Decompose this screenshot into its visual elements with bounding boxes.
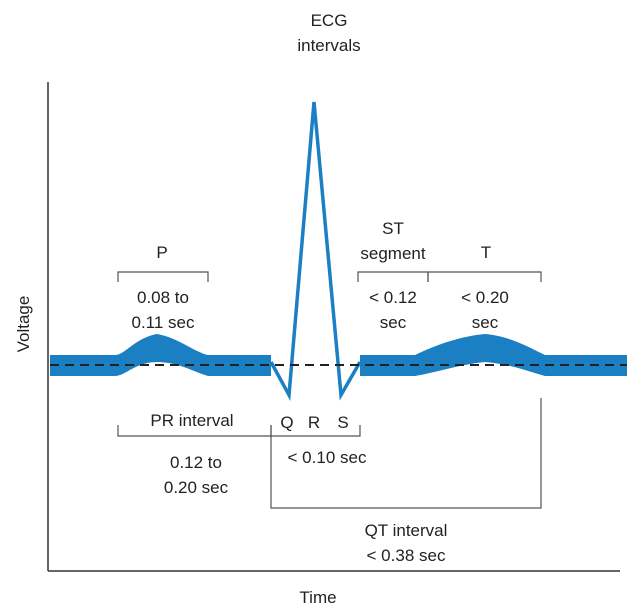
p-wave-label: P (156, 243, 167, 262)
qrs-complex (269, 101, 362, 401)
q-wave-label: Q (280, 413, 293, 432)
title-line-1: ECG (311, 11, 348, 30)
ecg-trace-band-right (360, 334, 627, 376)
t-wave-bracket (427, 271, 542, 282)
t-wave-duration-line-1: < 0.20 (461, 288, 509, 307)
qt-interval-duration: < 0.38 sec (367, 546, 446, 565)
st-segment-bracket (357, 271, 429, 282)
st-segment-duration-line-2: sec (380, 313, 407, 332)
y-axis-label: Voltage (14, 296, 33, 353)
t-wave-label: T (481, 243, 491, 262)
p-wave-duration-line-2: 0.11 sec (131, 313, 195, 332)
st-segment-label-line-1: ST (382, 219, 404, 238)
st-segment-label-line-2: segment (360, 244, 425, 263)
qt-interval-label: QT interval (365, 521, 448, 540)
qrs-bracket (270, 425, 361, 437)
title-line-2: intervals (297, 36, 360, 55)
st-segment-duration-line-1: < 0.12 (369, 288, 417, 307)
pr-interval-duration-line-2: 0.20 sec (164, 478, 229, 497)
s-wave-label: S (337, 413, 348, 432)
t-wave-duration-line-2: sec (472, 313, 499, 332)
qrs-duration: < 0.10 sec (288, 448, 367, 467)
p-wave-bracket (117, 271, 209, 282)
ecg-trace-band (50, 334, 271, 376)
p-wave-duration-line-1: 0.08 to (137, 288, 189, 307)
x-axis-label: Time (299, 588, 336, 606)
r-wave-label: R (308, 413, 320, 432)
pr-interval-label: PR interval (150, 411, 233, 430)
pr-interval-duration-line-1: 0.12 to (170, 453, 222, 472)
qt-interval-bracket (270, 398, 542, 509)
